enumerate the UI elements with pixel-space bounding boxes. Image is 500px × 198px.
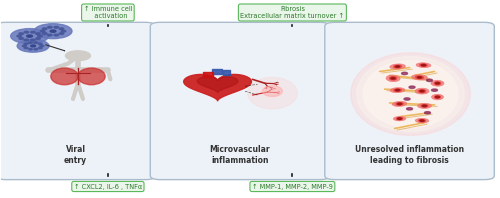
Circle shape (40, 30, 45, 32)
Circle shape (10, 29, 48, 44)
Circle shape (396, 89, 400, 91)
Circle shape (61, 30, 66, 32)
Circle shape (28, 42, 32, 43)
Ellipse shape (396, 118, 402, 120)
Circle shape (59, 28, 64, 30)
Circle shape (24, 47, 28, 49)
FancyBboxPatch shape (150, 22, 330, 180)
Circle shape (402, 72, 407, 75)
Ellipse shape (363, 61, 458, 128)
Circle shape (19, 33, 24, 35)
Ellipse shape (416, 118, 428, 123)
Ellipse shape (390, 88, 405, 93)
Ellipse shape (386, 75, 400, 82)
Circle shape (38, 43, 42, 45)
Circle shape (24, 31, 28, 33)
Circle shape (424, 112, 430, 114)
Ellipse shape (350, 53, 470, 135)
Circle shape (59, 33, 64, 34)
Ellipse shape (248, 77, 298, 109)
Text: Microvascular
inflammation: Microvascular inflammation (210, 146, 270, 165)
Circle shape (54, 26, 58, 28)
Ellipse shape (396, 103, 403, 105)
Circle shape (409, 86, 415, 88)
Polygon shape (197, 77, 238, 92)
Circle shape (42, 28, 47, 30)
Circle shape (48, 34, 52, 36)
Circle shape (34, 24, 72, 39)
Ellipse shape (416, 63, 431, 68)
Circle shape (396, 66, 400, 67)
Ellipse shape (418, 90, 426, 93)
Circle shape (406, 108, 412, 110)
Circle shape (19, 38, 24, 39)
Ellipse shape (431, 80, 444, 86)
Polygon shape (184, 74, 252, 101)
Circle shape (422, 64, 426, 66)
Circle shape (28, 49, 32, 50)
Ellipse shape (418, 103, 432, 109)
Ellipse shape (432, 94, 444, 100)
Circle shape (432, 89, 438, 91)
Text: ↑ CXCL2, IL-6 , TNFα: ↑ CXCL2, IL-6 , TNFα (74, 183, 142, 189)
Ellipse shape (392, 101, 407, 107)
Ellipse shape (418, 119, 426, 122)
Ellipse shape (78, 68, 105, 85)
Ellipse shape (420, 64, 427, 66)
Circle shape (30, 31, 35, 33)
Circle shape (27, 35, 32, 37)
Circle shape (436, 96, 440, 98)
Circle shape (54, 34, 58, 36)
Ellipse shape (390, 64, 406, 69)
Circle shape (420, 120, 424, 121)
Text: Viral
entry: Viral entry (64, 146, 87, 165)
Circle shape (17, 35, 21, 37)
FancyBboxPatch shape (325, 22, 494, 180)
Circle shape (398, 103, 402, 105)
Text: ↑ MMP-1, MMP-2, MMP-9: ↑ MMP-1, MMP-2, MMP-9 (252, 183, 333, 189)
Ellipse shape (394, 65, 402, 68)
Circle shape (17, 40, 49, 52)
Circle shape (30, 45, 36, 47)
Circle shape (426, 79, 432, 82)
Circle shape (48, 26, 52, 28)
Ellipse shape (412, 75, 428, 80)
Circle shape (34, 42, 37, 43)
Ellipse shape (262, 86, 282, 97)
Circle shape (36, 38, 40, 39)
Circle shape (38, 47, 42, 49)
Circle shape (22, 45, 26, 47)
Circle shape (422, 105, 426, 107)
Ellipse shape (394, 116, 406, 121)
Ellipse shape (434, 82, 440, 85)
Circle shape (42, 33, 47, 34)
Ellipse shape (421, 105, 428, 107)
Circle shape (404, 98, 410, 100)
Ellipse shape (390, 77, 396, 80)
Ellipse shape (415, 88, 429, 94)
Circle shape (30, 39, 35, 41)
Circle shape (391, 78, 395, 79)
Text: ↑ Immune cell
   activation: ↑ Immune cell activation (84, 6, 132, 19)
Circle shape (418, 77, 422, 78)
Circle shape (36, 33, 40, 35)
Circle shape (24, 39, 28, 41)
Circle shape (40, 45, 44, 47)
Text: Fibrosis
Extracellular matrix turnover ↑: Fibrosis Extracellular matrix turnover ↑ (240, 6, 344, 19)
Ellipse shape (51, 68, 78, 85)
Ellipse shape (394, 89, 402, 91)
Text: Unresolved inflammation
leading to fibrosis: Unresolved inflammation leading to fibro… (355, 146, 464, 165)
Ellipse shape (357, 57, 464, 131)
Ellipse shape (416, 76, 424, 79)
Ellipse shape (434, 96, 440, 98)
Circle shape (50, 30, 56, 32)
Circle shape (24, 43, 28, 45)
Circle shape (436, 83, 440, 84)
Circle shape (34, 49, 37, 50)
Circle shape (66, 51, 90, 61)
FancyBboxPatch shape (0, 22, 156, 180)
Circle shape (398, 118, 402, 119)
Circle shape (38, 35, 42, 37)
Circle shape (420, 90, 424, 92)
